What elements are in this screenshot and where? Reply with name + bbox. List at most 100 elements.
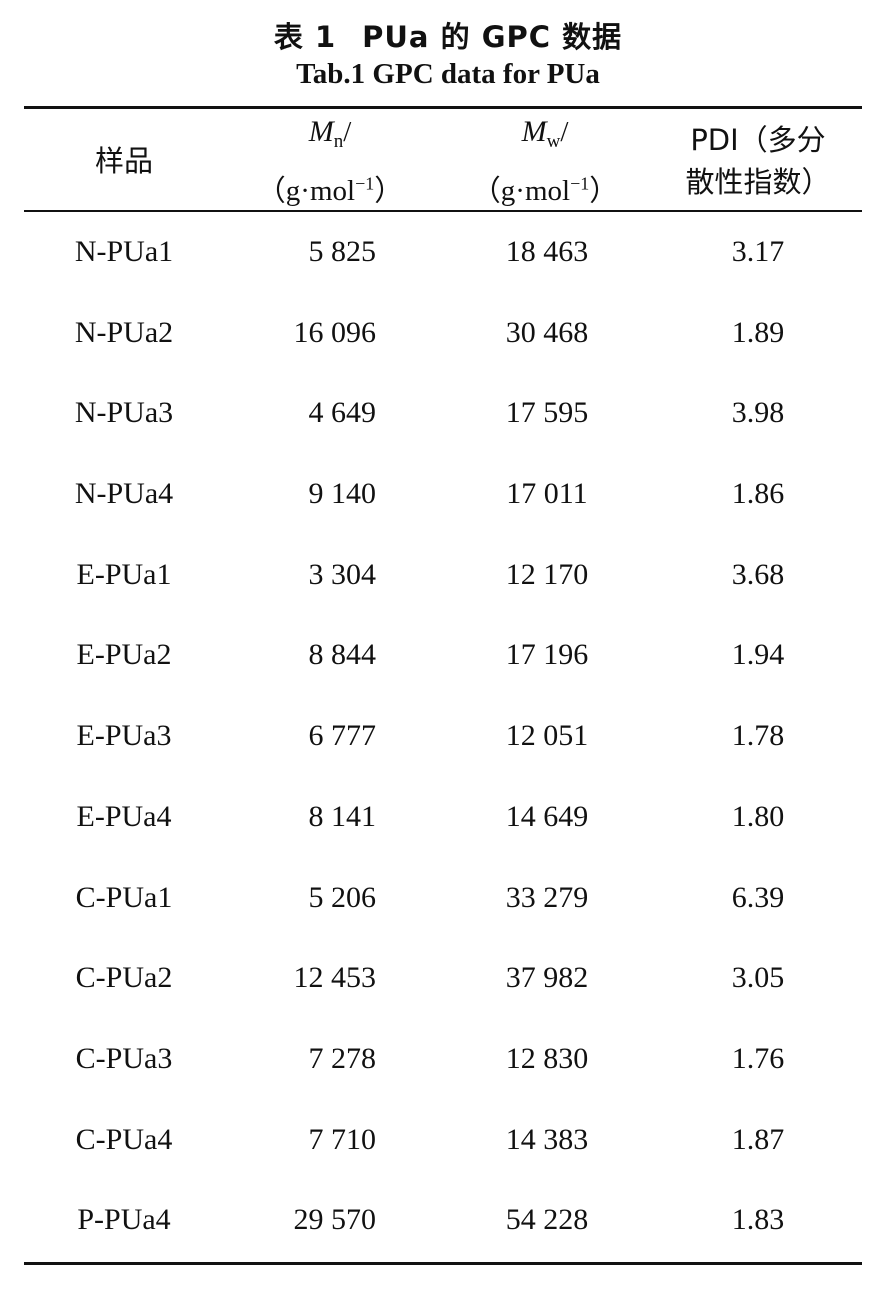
cell-mw: 14 383 <box>505 1122 589 1156</box>
pdi-header-line1: PDI（多分 <box>690 123 826 157</box>
table-row: E-PUa1 3 304 12 170 3.68 <box>24 535 862 616</box>
mn-symbol: M <box>308 114 334 148</box>
table-body: N-PUa1 5 825 18 463 3.17 N-PUa2 16 096 30 468 1… <box>24 212 862 1261</box>
column-header-mn: Mn/ （g·mol−1） <box>224 115 436 208</box>
mn-unit-base: g·mol <box>285 175 356 208</box>
mw-paren-close: ） <box>589 173 619 208</box>
caption-text: PUa 的 GPC 数据 <box>362 20 623 54</box>
mw-unit-line: （g·mol−1） <box>472 163 618 213</box>
cell-pdi: 3.17 <box>731 235 785 268</box>
cell-mw: 14 649 <box>505 799 589 833</box>
cell-mn: 8 141 <box>308 799 377 833</box>
cell-mw: 12 170 <box>505 557 589 591</box>
cell-sample: C-PUa1 <box>75 880 173 914</box>
column-header-pdi: PDI（多分 散性指数） <box>654 118 862 204</box>
table-row: N-PUa4 9 140 17 011 1.86 <box>24 454 862 535</box>
cell-mn: 29 570 <box>293 1203 377 1237</box>
cell-pdi: 1.86 <box>731 477 785 511</box>
table-row: E-PUa3 6 777 12 051 1.78 <box>24 696 862 777</box>
table-row: N-PUa1 5 825 18 463 3.17 <box>24 212 862 293</box>
pdi-header-line2: 散性指数） <box>685 165 831 199</box>
table-row: C-PUa1 5 206 33 279 6.39 <box>24 858 862 939</box>
mn-paren-close: ） <box>374 173 404 208</box>
column-header-sample: 样品 <box>24 118 224 204</box>
cell-mw: 18 463 <box>505 235 589 268</box>
cell-mn: 6 777 <box>308 719 377 753</box>
cell-mw: 12 830 <box>505 1041 589 1075</box>
cell-pdi: 1.89 <box>731 315 785 349</box>
cell-pdi: 3.98 <box>731 396 785 430</box>
mw-unit: g·mol−1 <box>500 173 590 208</box>
mw-subscript: w <box>546 130 561 152</box>
cell-pdi: 1.76 <box>731 1041 785 1075</box>
table-caption-english: Tab.1 GPC data for PUa <box>296 58 600 90</box>
cell-pdi: 6.39 <box>731 880 785 914</box>
cell-sample: C-PUa2 <box>75 961 173 995</box>
sample-header-label: 样品 <box>94 144 153 178</box>
cell-sample: E-PUa3 <box>76 719 172 753</box>
cell-pdi: 1.83 <box>731 1203 785 1237</box>
cell-mn: 3 304 <box>308 557 377 591</box>
cell-sample: C-PUa4 <box>75 1122 173 1156</box>
cell-sample: E-PUa1 <box>76 557 172 591</box>
cell-pdi: 3.05 <box>731 961 785 995</box>
cell-mw: 37 982 <box>505 961 589 995</box>
table-top-rule <box>24 106 862 109</box>
cell-mw: 17 595 <box>505 396 589 430</box>
cell-sample: N-PUa3 <box>74 396 174 430</box>
table-header-rule <box>24 210 862 212</box>
mn-slash: / <box>343 115 352 148</box>
table-row: E-PUa4 8 141 14 649 1.80 <box>24 777 862 858</box>
table-row: E-PUa2 8 844 17 196 1.94 <box>24 615 862 696</box>
table-row: N-PUa2 16 096 30 468 1.89 <box>24 293 862 374</box>
cell-mw: 30 468 <box>505 315 589 349</box>
cell-pdi: 1.80 <box>731 799 785 833</box>
cell-mn: 16 096 <box>293 315 377 349</box>
cell-pdi: 1.78 <box>731 719 785 753</box>
cell-mn: 9 140 <box>308 477 377 511</box>
mn-unit: g·mol−1 <box>285 173 375 208</box>
cell-pdi: 1.87 <box>731 1122 785 1156</box>
mw-slash: / <box>560 115 569 148</box>
cell-mw: 12 051 <box>505 719 589 753</box>
caption-number: 表 1 <box>273 20 337 54</box>
table-bottom-rule <box>24 1262 862 1265</box>
cell-sample: E-PUa4 <box>76 799 172 833</box>
cell-mn: 7 710 <box>308 1122 377 1156</box>
mw-paren-open: （ <box>471 173 501 208</box>
cell-mn: 5 206 <box>308 880 377 914</box>
mw-symbol: M <box>521 114 547 148</box>
table-row: N-PUa3 4 649 17 595 3.98 <box>24 373 862 454</box>
cell-sample: E-PUa2 <box>76 638 172 672</box>
cell-mn: 12 453 <box>293 961 377 995</box>
mn-subscript: n <box>333 130 344 152</box>
cell-mn: 8 844 <box>308 638 377 672</box>
mn-unit-exponent: −1 <box>355 173 375 194</box>
mw-unit-exponent: −1 <box>570 173 590 194</box>
cell-sample: C-PUa3 <box>75 1041 173 1075</box>
cell-mw: 54 228 <box>505 1203 589 1237</box>
cell-mw: 17 196 <box>505 638 589 672</box>
cell-mn: 7 278 <box>308 1041 377 1075</box>
cell-mw: 33 279 <box>505 880 589 914</box>
cell-sample: P-PUa4 <box>77 1203 171 1237</box>
cell-pdi: 1.94 <box>731 638 785 672</box>
cell-sample: N-PUa4 <box>74 477 174 511</box>
column-header-mw: Mw/ （g·mol−1） <box>436 115 654 208</box>
cell-pdi: 3.68 <box>731 557 785 591</box>
table-row: C-PUa3 7 278 12 830 1.76 <box>24 1019 862 1100</box>
cell-sample: N-PUa2 <box>74 315 174 349</box>
table-row: C-PUa2 12 453 37 982 3.05 <box>24 938 862 1019</box>
cell-mn: 4 649 <box>308 396 377 430</box>
mn-symbol-line: Mn/ <box>309 110 352 163</box>
cell-mn: 5 825 <box>308 235 377 268</box>
table-caption-chinese: 表 1 PUa 的 GPC 数据 <box>0 14 896 56</box>
mw-symbol-line: Mw/ <box>522 110 569 163</box>
mn-unit-line: （g·mol−1） <box>257 163 403 213</box>
mn-paren-open: （ <box>256 173 286 208</box>
table-row: C-PUa4 7 710 14 383 1.87 <box>24 1100 862 1181</box>
cell-mw: 17 011 <box>506 477 588 511</box>
cell-sample: N-PUa1 <box>74 235 174 268</box>
table-row: P-PUa4 29 570 54 228 1.83 <box>24 1180 862 1261</box>
mw-unit-base: g·mol <box>500 175 571 208</box>
